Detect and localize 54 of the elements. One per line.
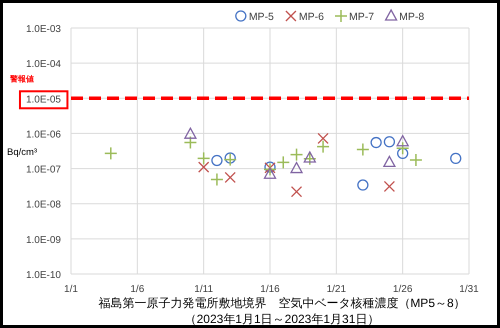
point bbox=[224, 172, 236, 184]
legend-label: MP-5 bbox=[248, 11, 274, 23]
point bbox=[396, 141, 410, 155]
legend-label: MP-6 bbox=[298, 11, 324, 23]
x-tick-label: 1/1 bbox=[64, 284, 78, 295]
point bbox=[450, 152, 462, 164]
y-tick-label: 1.0E-04 bbox=[26, 59, 62, 70]
y-axis-title: Bq/cm³ bbox=[7, 147, 38, 158]
text: （2023年1月1日～2023年1月31日） bbox=[184, 312, 380, 326]
ref-line-label: 警報値 bbox=[9, 74, 34, 84]
x-tick-label: 1/26 bbox=[392, 284, 413, 295]
point bbox=[264, 168, 276, 179]
point bbox=[210, 172, 224, 186]
point bbox=[290, 186, 302, 198]
point bbox=[184, 136, 198, 150]
point bbox=[198, 161, 210, 173]
point bbox=[357, 179, 369, 191]
point bbox=[211, 154, 223, 166]
point bbox=[384, 136, 396, 148]
point bbox=[397, 148, 408, 160]
point bbox=[409, 153, 423, 167]
x-tick-label: 1/16 bbox=[260, 284, 280, 295]
point bbox=[356, 142, 370, 156]
point bbox=[184, 128, 197, 139]
y-tick-label: 1.0E-10 bbox=[26, 270, 62, 281]
point bbox=[290, 148, 304, 162]
y-tick-label: 1.0E-05 bbox=[26, 94, 62, 106]
y-tick-label: 1.0E-03 bbox=[26, 24, 62, 35]
x-tick-label: 1/11 bbox=[194, 284, 214, 295]
y-tick-label: 1.0E-07 bbox=[26, 164, 62, 176]
point bbox=[104, 146, 118, 160]
x-tick-label: 1/31 bbox=[459, 284, 480, 295]
y-tick-label: 1.0E-06 bbox=[26, 129, 62, 140]
x-tick-label: 1/21 bbox=[326, 284, 346, 295]
point bbox=[303, 152, 317, 166]
point bbox=[396, 135, 409, 146]
point bbox=[224, 152, 236, 164]
legend-label: MP-8 bbox=[399, 11, 424, 23]
y-tick-label: 1.0E-09 bbox=[26, 234, 62, 246]
point bbox=[370, 136, 382, 148]
point bbox=[290, 162, 303, 174]
point bbox=[316, 140, 330, 154]
point bbox=[384, 180, 396, 192]
point bbox=[304, 151, 316, 163]
point bbox=[383, 156, 396, 168]
point bbox=[263, 162, 277, 176]
text: 福島第一原子力発電所敷地境界 空気中ベータ核種濃度（MP5～8） bbox=[98, 296, 466, 310]
point bbox=[317, 132, 329, 144]
point bbox=[196, 152, 210, 166]
point bbox=[223, 152, 237, 166]
y-tick-label: 1.0E-08 bbox=[26, 200, 62, 211]
legend-label: MP-7 bbox=[349, 11, 374, 23]
x-tick-label: 1/6 bbox=[130, 284, 145, 295]
point bbox=[276, 156, 290, 170]
